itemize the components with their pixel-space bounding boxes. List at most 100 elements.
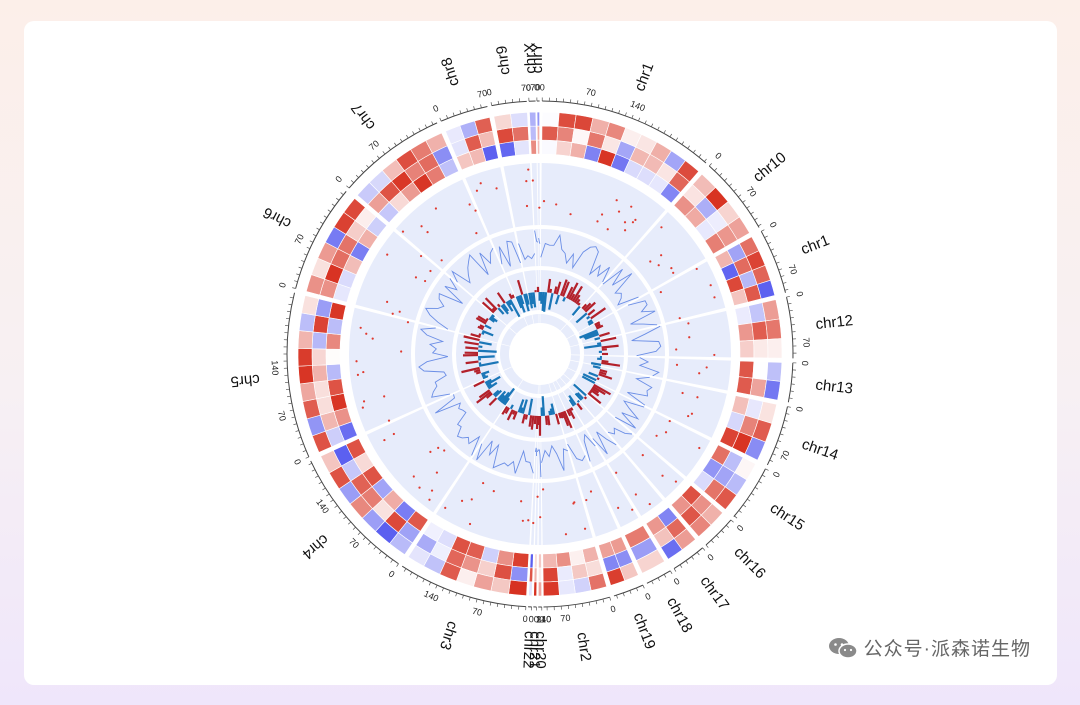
axis-tick — [681, 141, 685, 145]
scatter-point — [648, 502, 651, 506]
axis-tick — [758, 223, 762, 227]
axis-tick — [480, 104, 482, 108]
bar-mark — [601, 361, 621, 367]
axis-tick — [777, 440, 782, 443]
bar-mark — [549, 408, 554, 416]
chromosome-label: chr20 — [532, 631, 549, 669]
tick-label: 70 — [745, 185, 759, 199]
axis-tick — [319, 221, 324, 224]
heatmap-cell — [538, 581, 542, 597]
line-series-14 — [534, 447, 538, 457]
axis-arc-5 — [766, 406, 788, 466]
bar-mark — [487, 381, 498, 390]
track-divider-2 — [496, 310, 584, 398]
scatter-point — [630, 205, 633, 208]
axis-tick — [738, 510, 742, 513]
scatter-point — [475, 189, 479, 192]
bar-mark — [576, 392, 584, 400]
scatter-point — [542, 488, 545, 491]
axis-tick — [730, 519, 734, 523]
axis-tick — [350, 180, 355, 184]
scatter-point — [668, 419, 671, 423]
scatter-point — [623, 229, 627, 232]
scatter-point — [634, 493, 637, 496]
bar-mark — [512, 411, 518, 420]
scatter-point — [398, 310, 401, 313]
heatmap-cell — [297, 365, 315, 385]
bar-mark — [593, 383, 612, 396]
heatmap-cell — [326, 317, 344, 335]
bar-mark — [517, 295, 526, 313]
tick-label: 0 — [539, 614, 544, 624]
wechat-icon — [828, 637, 858, 659]
bar-mark — [599, 368, 608, 374]
heatmap-cell — [490, 576, 511, 595]
axis-tick — [409, 572, 413, 576]
tick-label: 70 — [530, 82, 540, 92]
heatmap-cell — [498, 141, 516, 159]
bar-mark — [511, 410, 516, 415]
chromosome-label: chr9 — [493, 45, 513, 76]
heatmap-cell — [767, 338, 783, 359]
scatter-point — [420, 225, 423, 228]
bar-mark — [576, 402, 583, 411]
bar-mark — [588, 390, 593, 394]
bar-mark — [601, 359, 609, 363]
tick-label: 70 — [293, 233, 306, 246]
axis-tick — [733, 188, 737, 192]
bar-mark — [596, 377, 600, 381]
tick-label: 0 — [713, 150, 723, 161]
axis-tick — [728, 183, 733, 187]
tick-label: 0 — [387, 568, 397, 579]
axis-tick — [636, 587, 639, 592]
scatter-point — [521, 519, 524, 522]
axis-tick — [294, 280, 298, 283]
bar-mark — [598, 371, 607, 376]
scatter-point — [678, 317, 681, 320]
axis-tick — [581, 603, 584, 607]
axis-tick — [343, 516, 347, 520]
track-bg-1 — [560, 212, 706, 339]
bar-mark — [533, 415, 537, 425]
line-series-13 — [536, 448, 540, 453]
heatmap-cell — [635, 549, 666, 574]
bar-mark — [528, 292, 534, 309]
bar-mark — [492, 389, 500, 396]
axis-tick — [327, 209, 331, 213]
bar-mark — [489, 315, 498, 323]
scatter-point — [470, 498, 473, 501]
axis-arc-1 — [708, 165, 760, 228]
line-series-5 — [627, 376, 653, 406]
heatmap-cell — [756, 279, 776, 300]
bar-mark — [579, 329, 598, 339]
axis-tick — [785, 413, 790, 415]
bar-mark — [478, 333, 482, 337]
heatmap-cell — [573, 114, 594, 132]
tick-label: 70 — [521, 82, 532, 93]
scatter-point — [539, 516, 542, 519]
bar-mark — [566, 286, 574, 299]
axis-tick — [301, 260, 305, 263]
axis-tick — [754, 487, 759, 490]
bar-mark — [594, 336, 601, 341]
bar-mark — [481, 330, 494, 337]
line-series-1 — [602, 268, 639, 306]
axis-arc-21 — [491, 100, 527, 107]
axis-tick — [590, 102, 593, 107]
axis-tick — [315, 475, 319, 478]
axis-tick — [663, 130, 666, 134]
heatmap-cell — [533, 581, 538, 597]
axis-tick — [779, 433, 784, 436]
scatter-point — [468, 203, 471, 206]
bar-mark — [511, 294, 515, 299]
axis-tick — [318, 481, 322, 485]
tick-label: 0 — [794, 290, 805, 297]
bar-mark — [521, 399, 528, 414]
axis-tick — [787, 302, 792, 305]
axis-tick — [295, 430, 299, 432]
bar-mark — [588, 321, 594, 326]
axis-tick — [624, 112, 627, 116]
scatter-point — [661, 474, 664, 477]
chromosome-label: chr7 — [348, 100, 379, 134]
axis-tick — [357, 532, 361, 535]
